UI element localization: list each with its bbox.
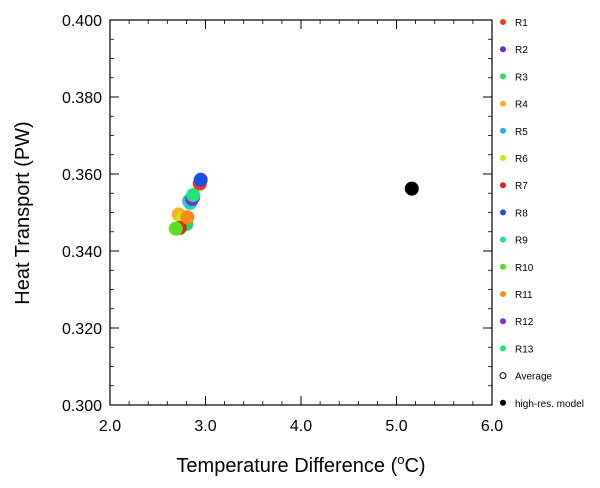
x-tick-label: 5.0 bbox=[385, 418, 407, 435]
legend-marker bbox=[500, 19, 506, 25]
data-point-r8 bbox=[193, 172, 208, 187]
x-axis-label-unit: C) bbox=[404, 455, 425, 477]
legend-marker bbox=[499, 372, 507, 380]
legend-label: high-res. model bbox=[515, 399, 584, 410]
legend-marker bbox=[500, 46, 506, 53]
legend-label: R9 bbox=[515, 236, 528, 247]
data-point-r13 bbox=[186, 188, 201, 203]
y-tick-label: 0.300 bbox=[62, 398, 102, 415]
legend-marker bbox=[500, 209, 506, 216]
y-axis-label: Heat Transport (PW) bbox=[12, 121, 34, 304]
legend-marker bbox=[500, 182, 506, 189]
legend-marker bbox=[500, 155, 506, 161]
y-tick-label: 0.400 bbox=[62, 13, 102, 30]
legend-label: R6 bbox=[515, 154, 528, 165]
y-tick-label: 0.320 bbox=[62, 321, 102, 338]
legend-label: R10 bbox=[515, 263, 534, 274]
legend-marker bbox=[500, 100, 506, 107]
legend: R1 R2 R3 R4 R5 R6 R7 R8 R9 R10 R11 R12 R13 Average hig… bbox=[499, 18, 584, 410]
legend-label: R12 bbox=[515, 317, 534, 328]
y-tick-label: 0.380 bbox=[62, 90, 102, 107]
data-point-high-res-model bbox=[404, 181, 419, 196]
legend-label: R2 bbox=[515, 45, 528, 56]
data-point-r11 bbox=[180, 210, 195, 225]
legend-label: R3 bbox=[515, 72, 528, 83]
legend-marker bbox=[500, 236, 506, 243]
legend-marker bbox=[500, 318, 506, 325]
x-axis-label: Temperature Difference (oC) bbox=[176, 452, 425, 477]
data-point-r10 bbox=[168, 221, 183, 236]
legend-label: R7 bbox=[515, 181, 528, 192]
legend-label: R8 bbox=[515, 208, 528, 219]
y-tick-label: 0.340 bbox=[62, 244, 102, 261]
legend-label: R5 bbox=[515, 127, 528, 138]
legend-marker bbox=[500, 399, 506, 406]
x-tick-label: 2.0 bbox=[99, 418, 121, 435]
legend-marker bbox=[500, 73, 506, 80]
axis-ticks: 2.0 3.0 4.0 5.0 6.0 0.300 0.320 0.340 0.360 0.380… bbox=[62, 13, 503, 435]
x-axis-label-text: Temperature Difference ( bbox=[176, 455, 397, 477]
data-points bbox=[168, 172, 419, 236]
plot-frame bbox=[109, 19, 493, 406]
legend-marker bbox=[500, 345, 506, 352]
legend-marker bbox=[500, 263, 506, 270]
x-axis-label-superscript: o bbox=[397, 452, 404, 467]
legend-marker bbox=[500, 127, 506, 134]
legend-marker bbox=[500, 291, 506, 297]
x-tick-label: 4.0 bbox=[290, 418, 312, 435]
legend-label: R4 bbox=[515, 100, 528, 111]
x-tick-label: 6.0 bbox=[481, 418, 503, 435]
legend-label: R1 bbox=[515, 18, 528, 29]
y-tick-label: 0.360 bbox=[62, 167, 102, 184]
legend-label: R11 bbox=[515, 290, 533, 301]
legend-label: Average bbox=[515, 372, 553, 383]
x-tick-label: 3.0 bbox=[194, 418, 216, 435]
legend-label: R13 bbox=[515, 344, 534, 355]
